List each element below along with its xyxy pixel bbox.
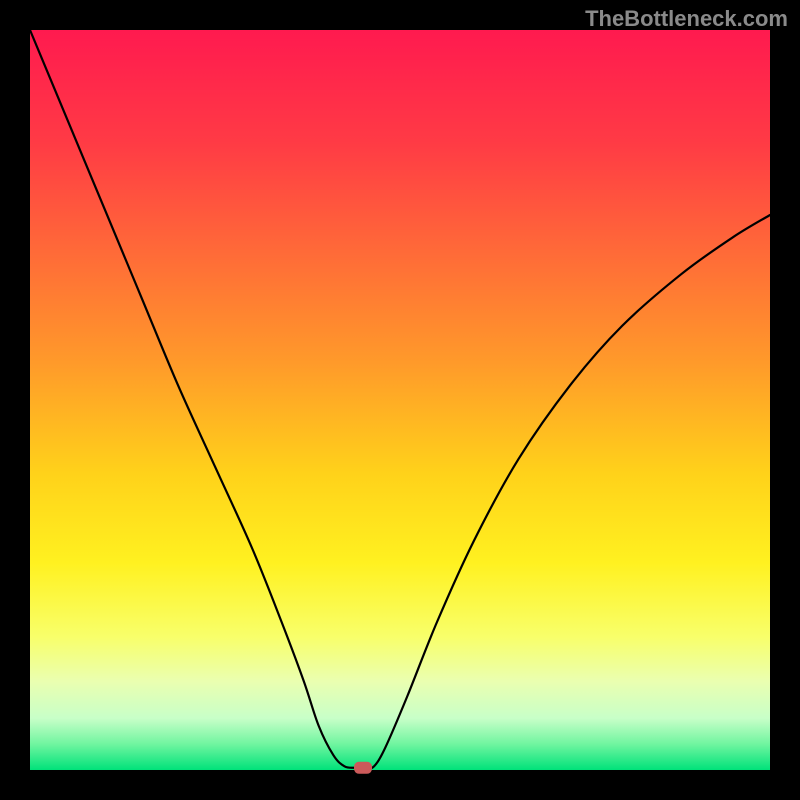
minimum-marker <box>354 762 372 774</box>
watermark-text: TheBottleneck.com <box>585 6 788 32</box>
bottleneck-chart <box>0 0 800 800</box>
plot-background <box>30 30 770 770</box>
chart-container: { "watermark": { "text": "TheBottleneck.… <box>0 0 800 800</box>
